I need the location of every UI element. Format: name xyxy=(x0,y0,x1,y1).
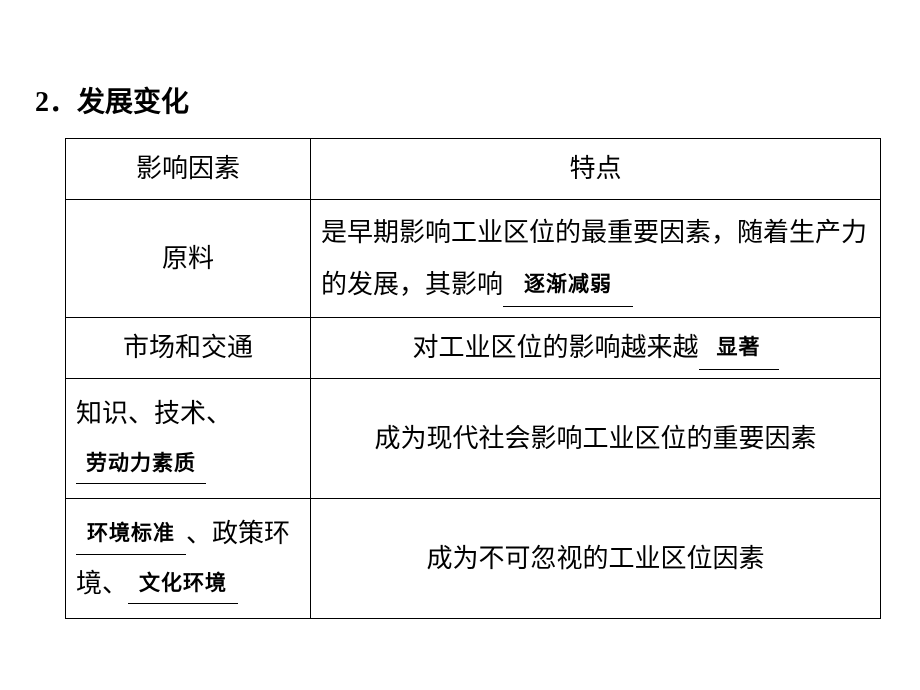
fill-blank: 劳动力素质 xyxy=(76,444,206,485)
heading-number: 2 xyxy=(35,87,49,118)
feature-cell: 成为现代社会影响工业区位的重要因素 xyxy=(311,379,881,499)
table-row: 知识、技术、 劳动力素质 成为现代社会影响工业区位的重要因素 xyxy=(66,379,881,499)
table-row: 市场和交通 对工业区位的影响越来越显著 xyxy=(66,318,881,379)
table-header-row: 影响因素 特点 xyxy=(66,139,881,200)
section-heading: 2．发展变化 xyxy=(35,80,885,120)
feature-cell: 对工业区位的影响越来越显著 xyxy=(311,318,881,379)
factor-text: 知识、技术、 xyxy=(76,399,232,428)
factor-cell: 知识、技术、 劳动力素质 xyxy=(66,379,311,499)
feature-text: 对工业区位的影响越来越 xyxy=(412,333,698,362)
header-factor: 影响因素 xyxy=(66,139,311,200)
header-feature: 特点 xyxy=(311,139,881,200)
document-page: 2．发展变化 影响因素 特点 原料 是早期影响工业区位的最重要因素，随着生产力的… xyxy=(0,0,920,619)
fill-blank: 显著 xyxy=(699,327,779,370)
feature-cell: 是早期影响工业区位的最重要因素，随着生产力的发展，其影响逐渐减弱 xyxy=(311,200,881,318)
factor-cell: 环境标准、政策环境、文化环境 xyxy=(66,499,311,619)
table-row: 环境标准、政策环境、文化环境 成为不可忽视的工业区位因素 xyxy=(66,499,881,619)
table-row: 原料 是早期影响工业区位的最重要因素，随着生产力的发展，其影响逐渐减弱 xyxy=(66,200,881,318)
heading-title: 发展变化 xyxy=(77,87,189,118)
factor-cell: 市场和交通 xyxy=(66,318,311,379)
factors-table: 影响因素 特点 原料 是早期影响工业区位的最重要因素，随着生产力的发展，其影响逐… xyxy=(65,138,881,619)
fill-blank: 文化环境 xyxy=(128,564,238,605)
fill-blank: 逐渐减弱 xyxy=(503,264,633,307)
heading-sep: ． xyxy=(49,87,77,118)
fill-blank: 环境标准 xyxy=(76,514,186,555)
feature-cell: 成为不可忽视的工业区位因素 xyxy=(311,499,881,619)
factor-cell: 原料 xyxy=(66,200,311,318)
